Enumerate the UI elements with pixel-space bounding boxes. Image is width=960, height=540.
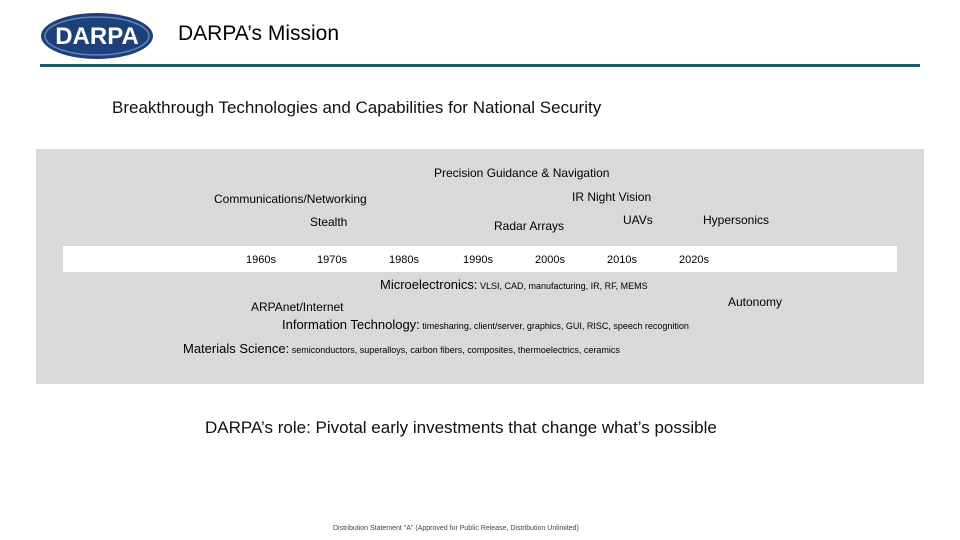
subtitle: Breakthrough Technologies and Capabiliti… bbox=[112, 98, 602, 117]
tech-radar-arrays: Radar Arrays bbox=[494, 219, 565, 233]
tech-information-technology: Information Technology: timesharing, cli… bbox=[282, 317, 689, 332]
tech-stealth: Stealth bbox=[310, 215, 348, 229]
info-tech-detail: timesharing, client/server, graphics, GU… bbox=[419, 321, 689, 331]
logo-text: DARPA bbox=[55, 23, 139, 50]
materials-label: Materials Science: bbox=[183, 341, 290, 356]
decade-label: 1970s bbox=[317, 254, 347, 266]
microelectronics-detail: VLSI, CAD, manufacturing, IR, RF, MEMS bbox=[477, 281, 648, 291]
decade-label: 1980s bbox=[389, 254, 419, 266]
distribution-statement: Distribution Statement "A" (Approved for… bbox=[333, 525, 579, 532]
decade-label: 2020s bbox=[679, 254, 709, 266]
info-tech-label: Information Technology: bbox=[282, 317, 420, 332]
role-statement: DARPA’s role: Pivotal early investments … bbox=[205, 418, 717, 437]
decade-label: 2000s bbox=[535, 254, 565, 266]
tech-arpanet: ARPAnet/Internet bbox=[251, 300, 344, 314]
tech-hypersonics: Hypersonics bbox=[703, 213, 770, 227]
tech-uavs: UAVs bbox=[623, 213, 653, 227]
tech-ir-night-vision: IR Night Vision bbox=[572, 190, 652, 204]
tech-microelectronics: Microelectronics: VLSI, CAD, manufacturi… bbox=[380, 277, 648, 292]
header-divider bbox=[40, 64, 920, 67]
tech-autonomy: Autonomy bbox=[728, 295, 783, 309]
page-title: DARPA’s Mission bbox=[178, 22, 340, 45]
darpa-logo: DARPA bbox=[41, 13, 153, 59]
decade-label: 1990s bbox=[463, 254, 493, 266]
decade-label: 1960s bbox=[246, 254, 276, 266]
decade-band bbox=[63, 246, 897, 272]
decade-label: 2010s bbox=[607, 254, 637, 266]
tech-communications: Communications/Networking bbox=[214, 192, 367, 206]
microelectronics-label: Microelectronics: bbox=[380, 277, 478, 292]
tech-materials-science: Materials Science: semiconductors, super… bbox=[183, 341, 620, 356]
tech-precision-guidance: Precision Guidance & Navigation bbox=[434, 166, 610, 180]
materials-detail: semiconductors, superalloys, carbon fibe… bbox=[289, 345, 620, 355]
